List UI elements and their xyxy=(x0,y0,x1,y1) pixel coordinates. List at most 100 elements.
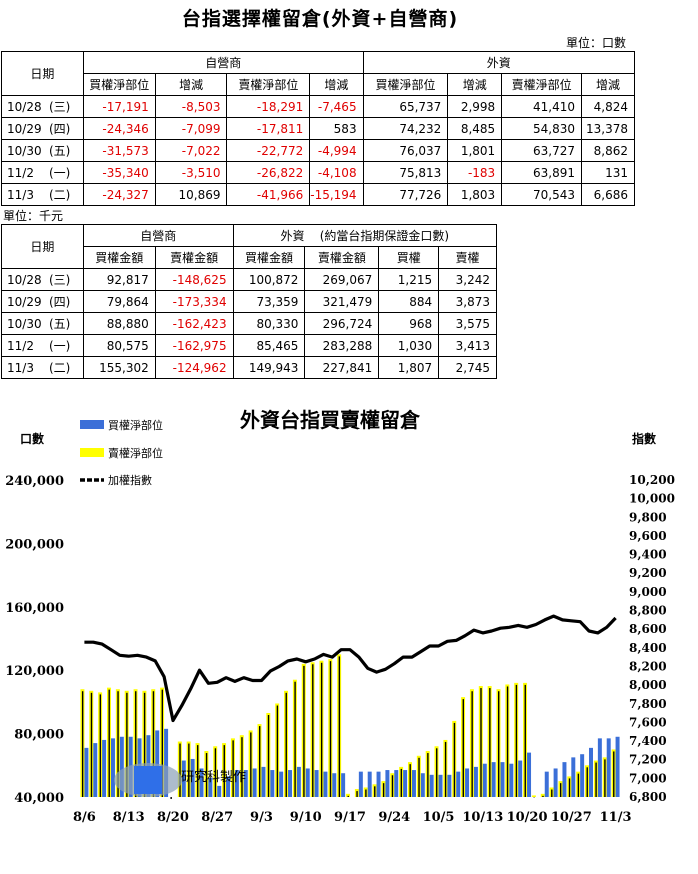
value-cell: 13,378 xyxy=(580,117,636,140)
weekday-text: (五) xyxy=(49,144,71,158)
value-cell: 149,943 xyxy=(232,356,306,379)
value-cell: 296,724 xyxy=(304,312,380,335)
y2-tick-label: 9,600 xyxy=(629,529,667,543)
call-position-bar xyxy=(420,773,425,797)
value-cell: 1,801 xyxy=(447,139,503,162)
y2-tick-label: 7,800 xyxy=(629,697,667,711)
y2-tick-label: 8,800 xyxy=(629,604,667,618)
value-cell: -3,510 xyxy=(154,161,228,184)
y-tick-label: 40,000 xyxy=(14,791,64,806)
value-cell: -7,099 xyxy=(154,117,228,140)
call-position-bar xyxy=(164,728,169,797)
value-cell: 2,745 xyxy=(438,356,497,379)
value-cell: 227,841 xyxy=(304,356,380,379)
weekday-text: (三) xyxy=(49,100,71,114)
column-header: 買權淨部位 xyxy=(82,73,156,96)
value-cell: 54,830 xyxy=(501,117,582,140)
call-position-bar xyxy=(465,768,470,797)
put-position-bar xyxy=(540,793,545,797)
value-cell: 63,727 xyxy=(501,139,582,162)
value-cell: 1,807 xyxy=(378,356,440,379)
call-position-bar xyxy=(119,736,124,797)
legend-call-swatch xyxy=(80,420,104,429)
date-text: 10/29 xyxy=(7,295,42,309)
value-cell: 80,575 xyxy=(82,334,156,357)
date-text: 11/2 xyxy=(7,166,34,180)
value-cell: -4,994 xyxy=(309,139,364,162)
x-tick-label: 9/17 xyxy=(334,810,366,825)
call-position-bar xyxy=(482,763,487,797)
date-text: 10/29 xyxy=(7,122,42,136)
weekday-text: (二) xyxy=(49,361,71,375)
value-cell: 4,824 xyxy=(580,95,636,118)
put-position-bar xyxy=(346,793,350,797)
table-row: 10/29 (四) -24,346 -7,099 -17,811 583 74,232 8,4… xyxy=(1,117,636,140)
call-position-bar xyxy=(102,739,107,797)
y2-axis-label: 指數 xyxy=(632,431,656,446)
y2-tick-label: 9,200 xyxy=(629,566,667,580)
value-cell: -148,625 xyxy=(154,268,234,291)
value-cell: 88,880 xyxy=(82,312,156,335)
value-cell: -4,108 xyxy=(309,161,364,184)
weekday-text: (五) xyxy=(49,317,71,331)
y-tick-label: 160,000 xyxy=(5,601,64,616)
value-cell: -17,191 xyxy=(82,95,156,118)
column-header: 賣權金額 xyxy=(154,246,234,269)
y2-tick-label: 9,800 xyxy=(629,510,667,524)
date-text: 11/2 xyxy=(7,339,34,353)
table-row: 10/30 (五) -31,573 -7,022 -22,772 -4,994 76,037… xyxy=(1,139,636,162)
value-cell: -24,346 xyxy=(82,117,156,140)
call-position-bar xyxy=(562,762,567,797)
table-row: 11/3 (二) -24,327 10,869 -41,966 -15,194 77,726… xyxy=(1,183,636,206)
value-cell: 63,891 xyxy=(501,161,582,184)
call-position-bar xyxy=(305,768,310,797)
weekday-text: (一) xyxy=(49,339,71,353)
call-position-bar xyxy=(518,760,523,797)
call-position-bar xyxy=(615,736,620,797)
x-tick-label: 8/13 xyxy=(113,810,145,825)
dealer-group-header: 自營商 xyxy=(82,224,234,247)
date-text: 10/28 xyxy=(7,100,42,114)
date-text: 11/3 xyxy=(7,188,34,202)
x-tick-label: 8/6 xyxy=(73,810,96,825)
date-text: 10/28 xyxy=(7,273,42,287)
column-header: 買權淨部位 xyxy=(362,73,449,96)
value-cell: 8,485 xyxy=(447,117,503,140)
y2-tick-label: 6,800 xyxy=(629,790,667,804)
call-position-bar xyxy=(332,773,337,797)
value-cell: 3,413 xyxy=(438,334,497,357)
call-position-bar xyxy=(279,771,284,797)
foreign-group-label: 外資 xyxy=(280,229,305,243)
date-cell: 10/29 (四) xyxy=(1,290,84,313)
call-position-bar xyxy=(110,738,115,797)
call-position-bar xyxy=(323,771,328,797)
dealer-group-header: 自營商 xyxy=(82,51,364,74)
x-tick-label: 8/20 xyxy=(157,810,189,825)
date-header: 日期 xyxy=(1,51,84,96)
call-position-bar xyxy=(589,747,593,797)
call-position-bar xyxy=(385,770,390,797)
call-position-bar xyxy=(199,768,204,797)
date-cell: 10/28 (三) xyxy=(1,95,84,118)
value-cell: -26,822 xyxy=(226,161,311,184)
column-header: 買權金額 xyxy=(232,246,306,269)
call-position-bar xyxy=(491,762,496,797)
call-position-bar xyxy=(527,752,532,797)
call-position-bar xyxy=(234,770,239,797)
chart-title: 外資台指買賣權留倉 xyxy=(240,408,421,432)
table-row: 10/28 (三) 92,817 -148,625 100,872 269,067 1,21… xyxy=(1,268,497,291)
value-cell: -124,962 xyxy=(154,356,234,379)
value-cell: -162,423 xyxy=(154,312,234,335)
legend-put-label: 賣權淨部位 xyxy=(108,446,163,460)
value-cell: 80,330 xyxy=(232,312,306,335)
weekday-text: (四) xyxy=(49,295,71,309)
call-position-bar xyxy=(93,743,98,797)
x-tick-label: 8/27 xyxy=(201,810,233,825)
value-cell: 321,479 xyxy=(304,290,380,313)
value-cell: 131 xyxy=(580,161,636,184)
value-cell: 1,803 xyxy=(447,183,503,206)
value-cell: 6,686 xyxy=(580,183,636,206)
call-position-bar xyxy=(403,770,408,797)
call-position-bar xyxy=(296,766,301,797)
